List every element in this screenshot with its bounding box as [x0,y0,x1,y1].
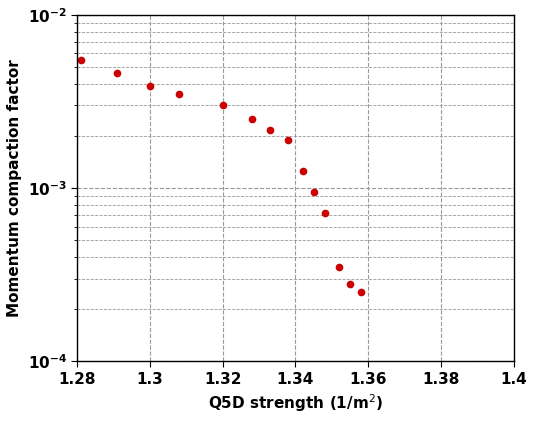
X-axis label: Q5D strength (1/m$^2$): Q5D strength (1/m$^2$) [208,392,383,414]
Y-axis label: Momentum compaction factor: Momentum compaction factor [7,59,22,317]
